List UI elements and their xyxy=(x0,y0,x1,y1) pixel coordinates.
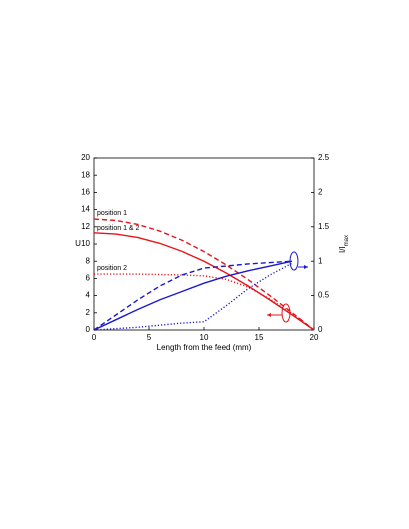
series-line xyxy=(93,260,293,331)
y-tick-label: 6 xyxy=(86,274,91,283)
y-tick-label: 8 xyxy=(86,256,91,265)
x-tick-label: 5 xyxy=(147,333,152,342)
y2-tick-label: 0 xyxy=(318,325,323,334)
annotation: position 2 xyxy=(97,265,127,272)
y-tick-label: 4 xyxy=(86,291,91,300)
x-tick-label: 15 xyxy=(255,333,264,342)
y2-label-sub: max xyxy=(344,235,350,246)
arrow-head xyxy=(304,265,308,269)
x-tick-label: 10 xyxy=(200,333,209,342)
y-tick-label: 10 xyxy=(81,239,90,248)
y2-tick-label: 0.5 xyxy=(318,291,330,300)
y-tick-label: 14 xyxy=(81,205,90,214)
y2-tick-label: 1.5 xyxy=(318,222,330,231)
x-tick-label: 0 xyxy=(92,333,97,342)
y2-tick-label: 2.5 xyxy=(318,153,330,162)
annotation: position 1 xyxy=(97,210,127,217)
series-line xyxy=(93,232,315,331)
series-line xyxy=(93,218,315,331)
y-tick-label: 20 xyxy=(81,153,90,162)
x-tick-label: 20 xyxy=(310,333,319,342)
y-tick-label: 12 xyxy=(81,222,90,231)
y2-tick-label: 1 xyxy=(318,256,323,265)
series-line xyxy=(93,262,293,331)
arrow-head xyxy=(267,313,271,317)
y2-label-main: I/I xyxy=(338,246,347,253)
y-tick-label: 16 xyxy=(81,188,90,197)
y-tick-label: 0 xyxy=(86,325,91,334)
y-axis-label: U xyxy=(75,239,81,248)
y2-tick-label: 2 xyxy=(318,188,323,197)
annotation: position 1 & 2 xyxy=(97,225,140,232)
y-tick-label: 18 xyxy=(81,170,90,179)
x-axis-label: Length from the feed (mm) xyxy=(157,343,252,352)
series-line xyxy=(94,273,315,331)
y2-axis-label: I/Imax xyxy=(338,235,349,253)
series-line xyxy=(93,260,293,331)
y-tick-label: 2 xyxy=(86,308,91,317)
